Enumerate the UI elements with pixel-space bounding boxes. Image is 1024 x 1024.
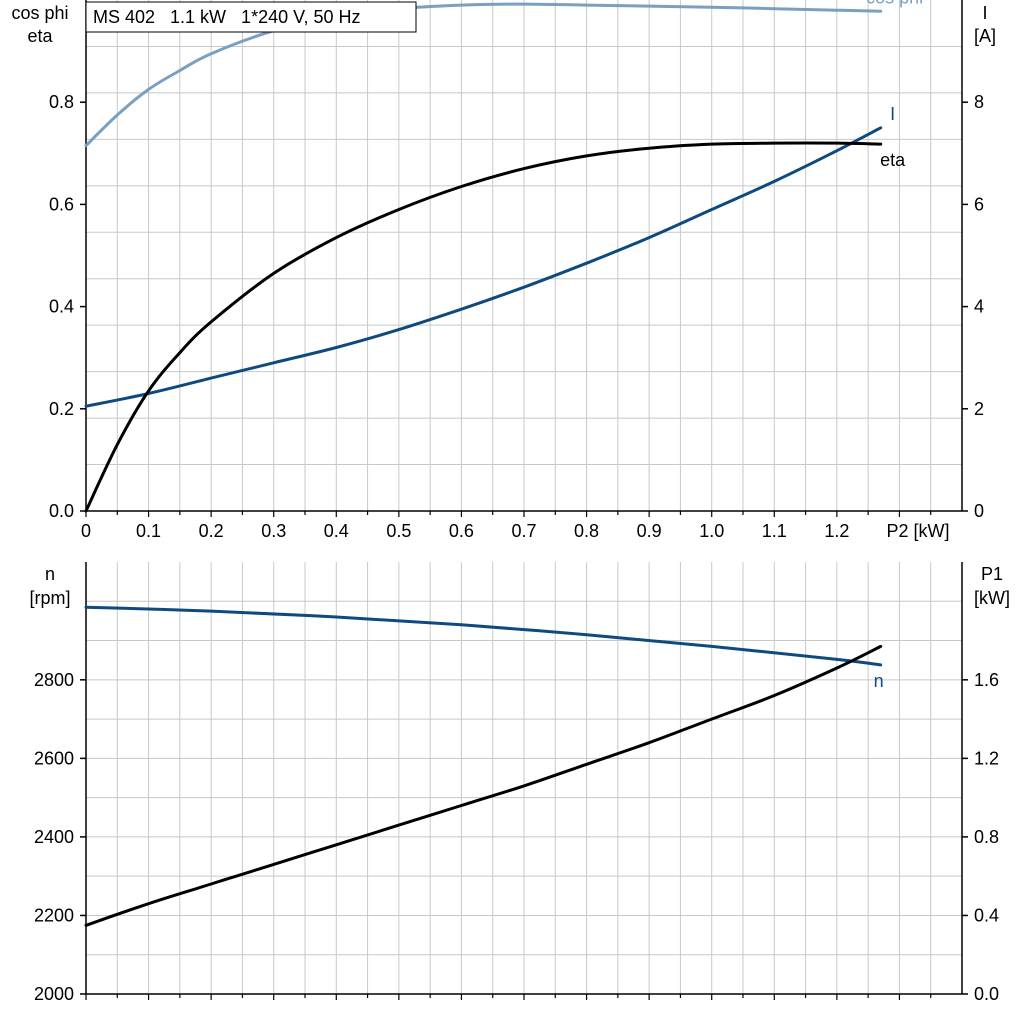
left-tick-label: 0.8	[49, 92, 74, 112]
x-tick-label: 0.2	[199, 521, 224, 541]
right-tick-label: 4	[974, 297, 984, 317]
right-tick-label: 0.4	[974, 905, 999, 925]
series-p1-line	[84, 644, 883, 927]
left-tick-label: 0.2	[49, 399, 74, 419]
series-eta-label: eta	[880, 150, 906, 170]
series-eta-line	[84, 141, 883, 513]
top-right-axis-label-1: I	[982, 3, 987, 23]
left-tick-label: 2600	[34, 748, 74, 768]
series-n-label: n	[874, 671, 884, 691]
right-tick-label: 0.8	[974, 827, 999, 847]
right-tick-label: 8	[974, 92, 984, 112]
x-tick-label: 0	[81, 521, 91, 541]
right-tick-label: 6	[974, 194, 984, 214]
right-tick-label: 2	[974, 399, 984, 419]
series-n-line	[84, 605, 883, 667]
x-tick-label: 0.3	[261, 521, 286, 541]
left-tick-label: 2400	[34, 827, 74, 847]
top-panel: 0.0 0.2 0.4 0.6 0.8 0 2 4 6 8 0 0.1 0.2 0.3 0.4 0.5 0.6 0…	[49, 0, 984, 541]
x-tick-label: 0.5	[386, 521, 411, 541]
bottom-left-axis-label-1: n	[45, 564, 55, 584]
right-tick-label: 1.6	[974, 670, 999, 690]
series-i-line	[84, 126, 883, 408]
left-tick-label: 2200	[34, 905, 74, 925]
chart-title: MS 402 1.1 kW 1*240 V, 50 Hz	[93, 7, 360, 27]
right-tick-label: 0.0	[974, 984, 999, 1004]
top-x-axis-label: P2 [kW]	[886, 521, 949, 541]
x-tick-label: 1.1	[762, 521, 787, 541]
left-tick-label: 2000	[34, 984, 74, 1004]
x-tick-label: 0.8	[574, 521, 599, 541]
x-tick-label: 0.7	[511, 521, 536, 541]
right-tick-label: 1.2	[974, 748, 999, 768]
top-left-axis-label-2: eta	[27, 26, 53, 46]
x-tick-label: 1.2	[824, 521, 849, 541]
x-tick-label: 0.4	[324, 521, 349, 541]
bottom-right-axis-label-1: P1	[981, 564, 1003, 584]
top-left-axis-label-1: cos phi	[11, 3, 68, 23]
bottom-left-axis-label-2: [rpm]	[29, 588, 70, 608]
x-tick-label: 0.1	[136, 521, 161, 541]
bottom-right-axis-label-2: [kW]	[974, 588, 1010, 608]
top-right-axis-label-2: [A]	[974, 26, 996, 46]
left-tick-label: 0.0	[49, 501, 74, 521]
x-tick-label: 0.9	[637, 521, 662, 541]
series-cos-phi-label: cos phi	[866, 0, 923, 7]
left-tick-label: 0.6	[49, 194, 74, 214]
x-tick-label: 0.6	[449, 521, 474, 541]
bottom-panel: 2000 2200 2400 2600 2800 0.0 0.4 0.8 1.2 1.6 n	[34, 562, 999, 1004]
left-tick-label: 0.4	[49, 297, 74, 317]
x-tick-label: 1.0	[699, 521, 724, 541]
right-tick-label: 0	[974, 501, 984, 521]
series-i-label: I	[890, 104, 895, 124]
left-tick-label: 2800	[34, 670, 74, 690]
title-box: MS 402 1.1 kW 1*240 V, 50 Hz	[85, 1, 417, 33]
series-cos-phi-line	[84, 2, 883, 148]
